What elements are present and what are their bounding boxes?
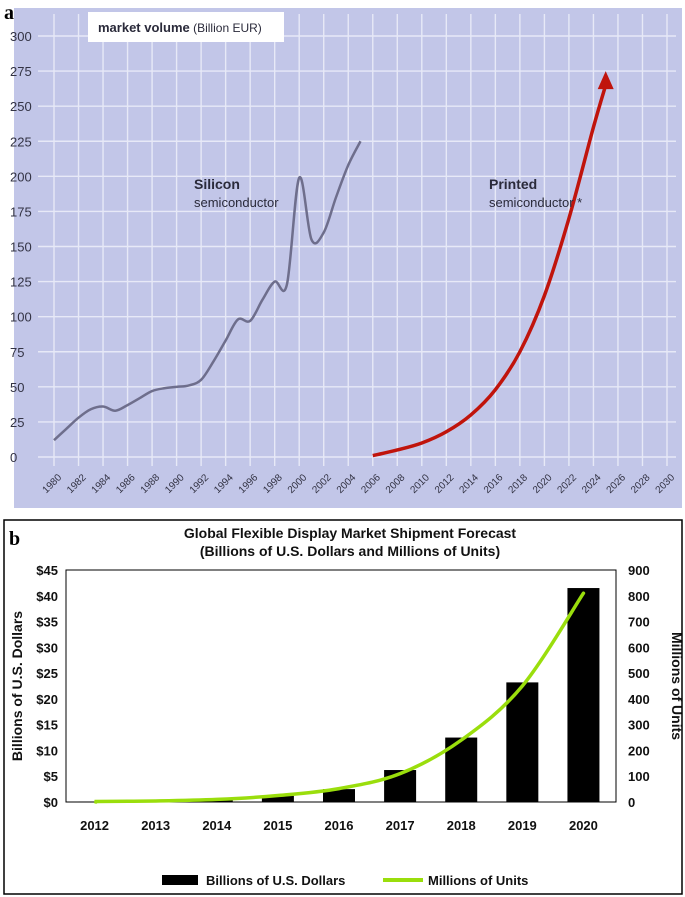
panel-a-y-tick: 200 bbox=[10, 169, 32, 184]
panel-b-legend: Billions of U.S. Dollars Millions of Uni… bbox=[162, 873, 528, 888]
legend-swatch-dollars bbox=[162, 875, 198, 885]
silicon-series-line bbox=[53, 140, 362, 442]
panel-a-header-bold: market volume bbox=[98, 20, 190, 35]
panel-b-right-tick: 700 bbox=[628, 615, 650, 630]
panel-a-y-tick: 50 bbox=[10, 380, 24, 395]
panel-b-x-tick: 2020 bbox=[569, 818, 598, 833]
panel-b-x-tick: 2018 bbox=[447, 818, 476, 833]
panel-b-left-axis-label: Billions of U.S. Dollars bbox=[9, 611, 25, 761]
printed-series-line bbox=[372, 84, 608, 458]
printed-annotation-regular: semiconductor * bbox=[489, 195, 582, 210]
panel-a-letter: a bbox=[4, 2, 14, 24]
panel-b-flexible-display-chart: b Global Flexible Display Market Shipmen… bbox=[3, 519, 685, 895]
panel-b-x-tick: 2019 bbox=[508, 818, 537, 833]
units-series-line bbox=[93, 591, 586, 804]
panel-b-right-axis-label: Millions of Units bbox=[669, 632, 685, 740]
panel-b-left-tick: $40 bbox=[36, 589, 58, 604]
silicon-annotation-bold: Silicon bbox=[194, 176, 240, 192]
panel-b-x-tick: 2015 bbox=[263, 818, 292, 833]
panel-b-right-tick-labels: 0 100 200 300 400 500 600 700 800 900 bbox=[628, 563, 650, 810]
panel-b-left-tick: $25 bbox=[36, 666, 58, 681]
panel-b-right-tick: 400 bbox=[628, 692, 650, 707]
panel-a-series-lines bbox=[53, 71, 614, 458]
panel-b-title-line1: Global Flexible Display Market Shipment … bbox=[184, 525, 517, 541]
panel-b-x-tick: 2012 bbox=[80, 818, 109, 833]
panel-b-left-tick: $5 bbox=[44, 769, 58, 784]
panel-b-left-tick: $20 bbox=[36, 692, 58, 707]
panel-b-left-tick: $0 bbox=[44, 795, 58, 810]
panel-b-x-tick: 2014 bbox=[202, 818, 232, 833]
panel-b-x-tick: 2017 bbox=[386, 818, 415, 833]
panel-a-y-tick: 75 bbox=[10, 345, 24, 360]
panel-a-header: market volume (Billion EUR) bbox=[98, 20, 262, 35]
panel-b-left-tick: $30 bbox=[36, 640, 58, 655]
panel-b-right-tick: 300 bbox=[628, 718, 650, 733]
panel-a-header-box bbox=[88, 12, 284, 42]
panel-a-y-tick: 0 bbox=[10, 450, 17, 465]
panel-a-y-tick: 175 bbox=[10, 204, 32, 219]
bar-2015 bbox=[261, 795, 294, 802]
panel-b-right-tick: 100 bbox=[628, 769, 650, 784]
silicon-annotation-regular: semiconductor bbox=[194, 195, 279, 210]
panel-a-y-tick-labels: 0 25 50 75 100 125 150 175 200 225 250 275 300 bbox=[10, 29, 32, 465]
printed-annotation-bold: Printed bbox=[489, 176, 537, 192]
panel-b-x-tick: 2016 bbox=[325, 818, 354, 833]
panel-b-left-tick: $10 bbox=[36, 743, 58, 758]
panel-b-left-tick: $35 bbox=[36, 615, 58, 630]
panel-a-y-tick: 275 bbox=[10, 64, 32, 79]
printed-series-arrowhead bbox=[597, 71, 614, 90]
panel-b-left-tick: $15 bbox=[36, 718, 58, 733]
panel-b-right-tick: 200 bbox=[628, 743, 650, 758]
panel-b-left-tick: $45 bbox=[36, 563, 58, 578]
panel-a-y-tick: 100 bbox=[10, 310, 32, 325]
legend-label-dollars: Billions of U.S. Dollars bbox=[206, 873, 345, 888]
panel-b-right-tick: 800 bbox=[628, 589, 650, 604]
panel-a-header-units: (Billion EUR) bbox=[190, 21, 262, 35]
panel-b-right-tick: 600 bbox=[628, 640, 650, 655]
panel-a-y-tick: 225 bbox=[10, 134, 32, 149]
bar-2019 bbox=[506, 682, 539, 802]
legend-label-units: Millions of Units bbox=[428, 873, 528, 888]
panel-b-title-line2: (Billions of U.S. Dollars and Millions o… bbox=[200, 543, 500, 559]
panel-b-letter: b bbox=[9, 528, 20, 550]
panel-b-x-tick-labels: 2012 2013 2014 2015 2016 2017 2018 2019 2020 bbox=[80, 818, 598, 833]
panel-b-right-tick: 0 bbox=[628, 795, 635, 810]
panel-b-right-tick: 500 bbox=[628, 666, 650, 681]
panel-b-left-tick-labels: $0 $5 $10 $15 $20 $25 $30 $35 $40 $45 bbox=[36, 563, 58, 810]
panel-a-y-tick: 250 bbox=[10, 99, 32, 114]
panel-b-units-line bbox=[93, 591, 586, 804]
panel-a-y-tick: 150 bbox=[10, 240, 32, 255]
panel-b-right-tick: 900 bbox=[628, 563, 650, 578]
panel-b-x-tick: 2013 bbox=[141, 818, 170, 833]
panel-a-y-tick: 300 bbox=[10, 29, 32, 44]
panel-a-y-tick: 125 bbox=[10, 275, 32, 290]
bar-2016 bbox=[323, 789, 355, 802]
bar-2020 bbox=[567, 588, 600, 802]
panel-a-y-tick: 25 bbox=[10, 415, 24, 430]
